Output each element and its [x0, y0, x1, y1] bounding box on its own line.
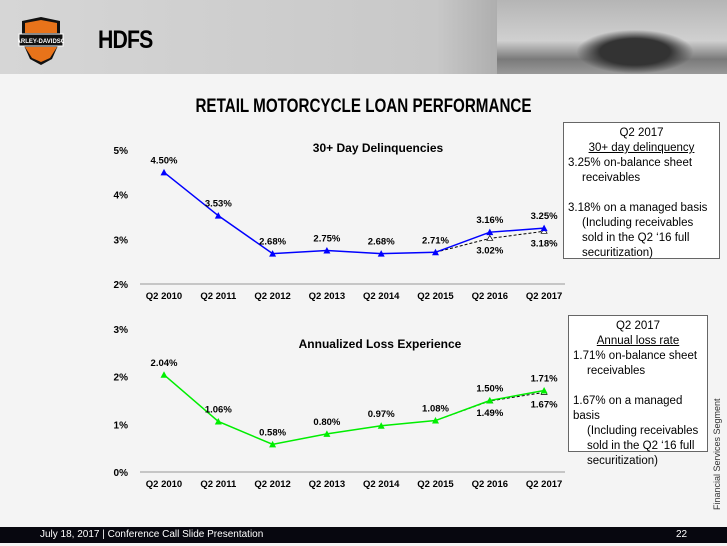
data-label: 2.71% — [422, 235, 449, 246]
page-number: 22 — [676, 529, 688, 540]
data-label: 0.58% — [259, 427, 286, 438]
x-tick-label: Q2 2016 — [472, 291, 508, 302]
data-point — [269, 250, 277, 257]
callout-line: receivables — [582, 172, 641, 184]
callout-line: (Including receivables — [587, 425, 699, 437]
data-label: 2.75% — [313, 234, 340, 245]
managed-data-label: 3.18% — [531, 238, 558, 249]
callout-line: 3.18% on a managed basis — [568, 202, 708, 214]
data-point — [160, 168, 168, 176]
series-line — [163, 374, 545, 446]
managed-data-label: 3.02% — [476, 245, 503, 256]
y-tick-label: 2% — [114, 373, 129, 384]
data-point — [323, 430, 331, 437]
delinquency-callout: Q2 2017 30+ day delinquency 3.25% on-bal… — [563, 122, 720, 259]
x-tick-label: Q2 2013 — [309, 291, 345, 302]
callout-sub: 30+ day delinquency — [588, 142, 695, 154]
y-tick-label: 3% — [114, 235, 129, 246]
y-tick-label: 4% — [114, 191, 129, 202]
data-point — [160, 371, 168, 378]
data-point — [432, 417, 439, 424]
callout-line: securitization) — [582, 247, 653, 259]
data-point — [540, 224, 548, 232]
y-tick-label: 0% — [114, 468, 129, 479]
y-tick-label: 2% — [114, 280, 129, 291]
data-point — [214, 417, 222, 425]
x-tick-label: Q2 2015 — [417, 479, 454, 490]
managed-point — [486, 234, 494, 241]
x-tick-label: Q2 2011 — [200, 291, 237, 302]
data-point — [323, 247, 331, 254]
x-tick-label: Q2 2017 — [526, 479, 562, 490]
x-tick-label: Q2 2012 — [254, 291, 290, 302]
x-tick-label: Q2 2010 — [146, 291, 182, 302]
data-label: 3.16% — [476, 215, 503, 226]
data-label: 1.06% — [205, 404, 232, 415]
x-tick-label: Q2 2017 — [526, 291, 562, 302]
footer: July 18, 2017 | Conference Call Slide Pr… — [0, 527, 727, 543]
data-point — [486, 397, 494, 404]
x-tick-label: Q2 2014 — [363, 479, 400, 490]
callout-line: 1.71% on-balance sheet — [573, 350, 698, 362]
series-line — [163, 171, 545, 255]
y-tick-label: 1% — [114, 420, 129, 431]
managed-data-label: 1.67% — [531, 399, 558, 410]
data-point — [486, 228, 494, 236]
data-point — [377, 422, 385, 429]
harley-davidson-logo: HARLEY-DAVIDSON — [18, 17, 64, 65]
managed-data-label: 1.49% — [476, 408, 503, 419]
x-tick-label: Q2 2013 — [309, 479, 345, 490]
data-label: 1.08% — [422, 404, 449, 415]
data-point — [540, 386, 548, 394]
x-tick-label: Q2 2010 — [146, 479, 182, 490]
data-label: 1.71% — [531, 373, 558, 384]
y-tick-label: 5% — [114, 146, 129, 157]
data-label: 2.04% — [151, 358, 178, 369]
data-label: 0.97% — [368, 409, 395, 420]
data-point — [377, 250, 385, 257]
data-label: 3.53% — [205, 199, 232, 210]
segment-label: Financial Services Segment — [712, 398, 722, 510]
svg-text:HARLEY-DAVIDSON: HARLEY-DAVIDSON — [18, 39, 64, 45]
data-point — [432, 248, 439, 256]
callout-line: sold in the Q2 ‘16 full — [587, 440, 695, 452]
callout-line: securitization) — [587, 455, 658, 467]
callout-line: receivables — [587, 365, 646, 377]
callout-head: Q2 2017 — [619, 127, 664, 139]
brand-name: HDFS — [98, 26, 153, 54]
callout-sub: Annual loss rate — [596, 335, 680, 347]
callout-line: 1.67% on a managed basis — [573, 395, 683, 422]
data-label: 4.50% — [151, 155, 178, 166]
footer-text: July 18, 2017 | Conference Call Slide Pr… — [40, 529, 264, 540]
x-tick-label: Q2 2012 — [254, 479, 290, 490]
header-banner — [0, 0, 727, 74]
callout-head: Q2 2017 — [615, 320, 661, 332]
callout-line: 3.25% on-balance sheet — [568, 157, 693, 169]
data-label: 3.25% — [531, 211, 558, 222]
callout-line: sold in the Q2 ‘16 full — [582, 232, 690, 244]
y-tick-label: 3% — [114, 325, 129, 336]
data-label: 1.50% — [476, 384, 503, 395]
x-tick-label: Q2 2015 — [417, 291, 454, 302]
loss-callout: Q2 2017 Annual loss rate 1.71% on-balanc… — [568, 315, 708, 467]
chart-title: Annualized Loss Experience — [299, 337, 462, 351]
data-point — [214, 212, 222, 219]
callout-line: (Including receivables — [582, 217, 694, 229]
x-tick-label: Q2 2011 — [200, 479, 237, 490]
motorcycle-photo — [497, 0, 727, 74]
chart-title: 30+ Day Delinquencies — [313, 141, 444, 155]
x-tick-label: Q2 2016 — [472, 479, 508, 490]
page-title: RETAIL MOTORCYCLE LOAN PERFORMANCE — [195, 96, 532, 117]
data-label: 2.68% — [368, 237, 395, 248]
data-label: 2.68% — [259, 237, 286, 248]
data-label: 0.80% — [313, 417, 340, 428]
data-point — [269, 440, 277, 448]
x-tick-label: Q2 2014 — [363, 291, 400, 302]
